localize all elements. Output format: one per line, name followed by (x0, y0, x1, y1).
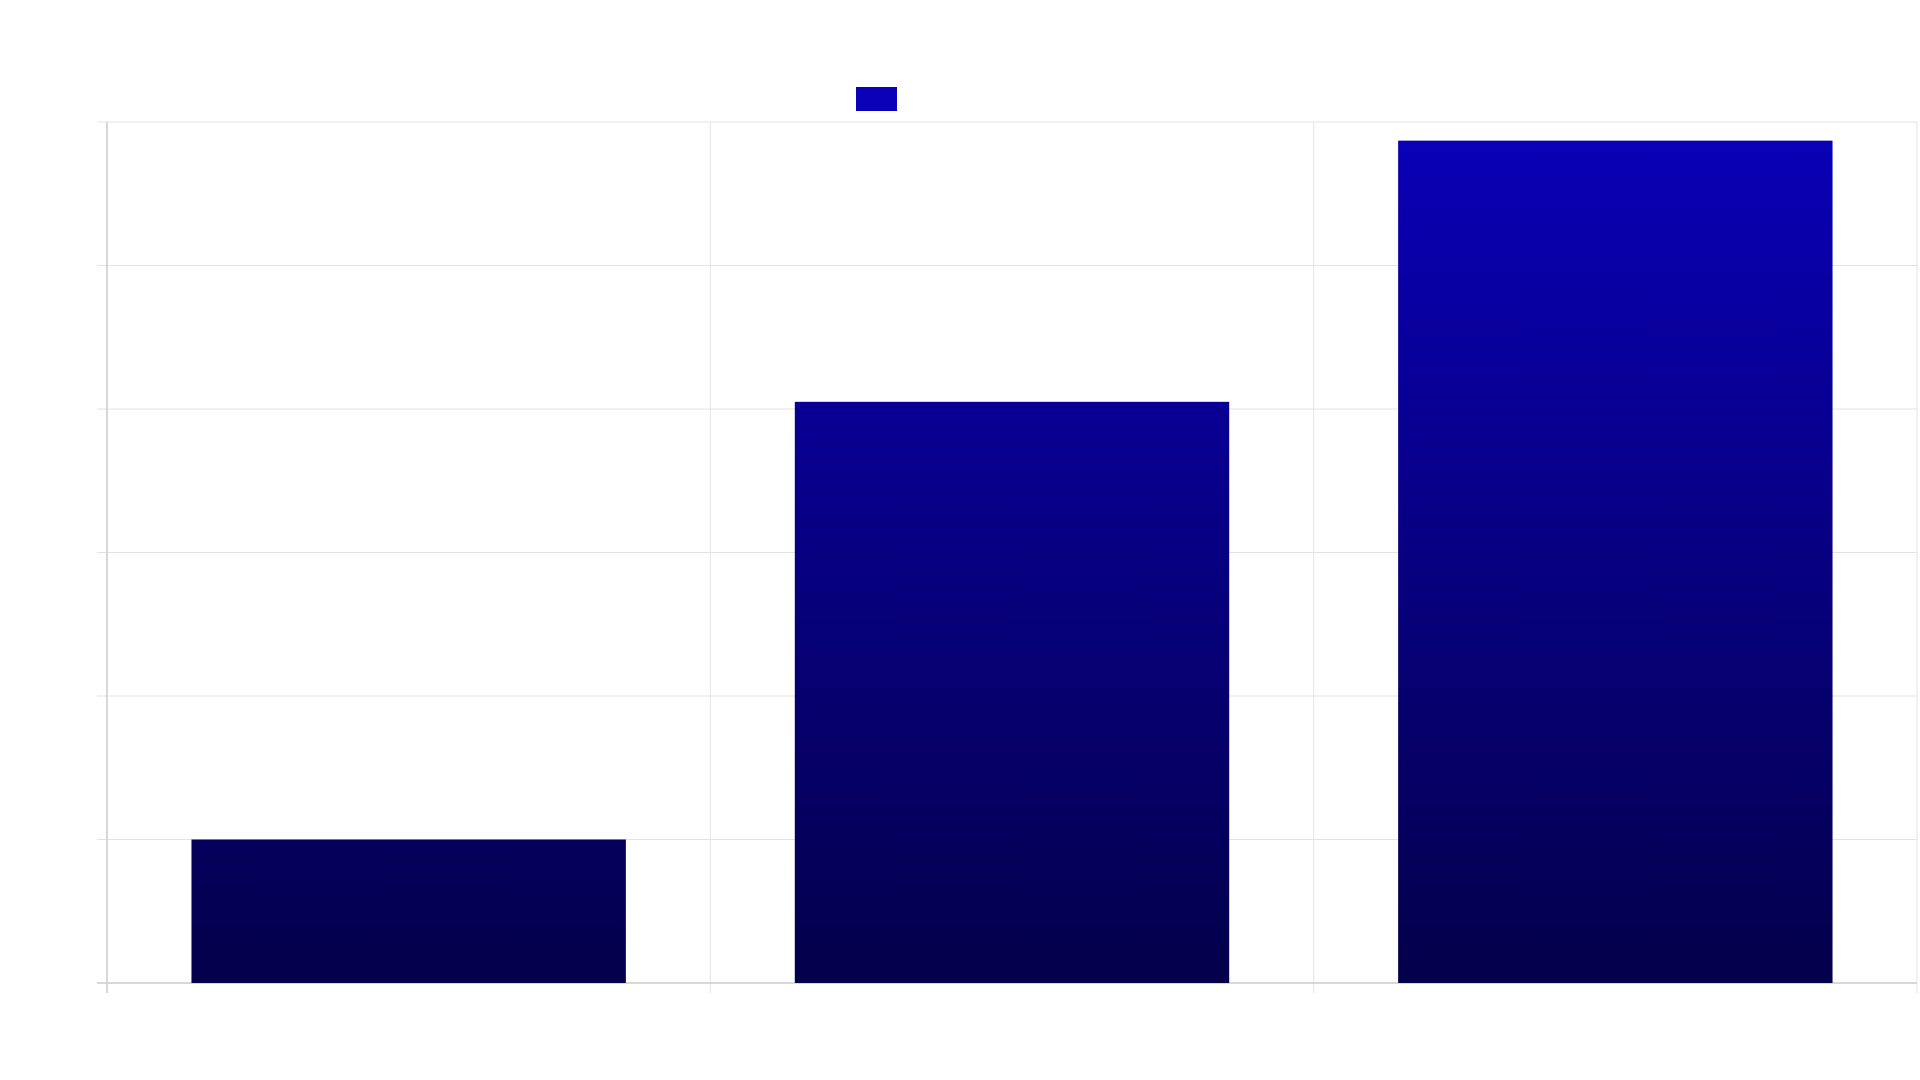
bar[interactable] (191, 839, 626, 984)
legend (856, 87, 897, 111)
bar[interactable] (794, 401, 1230, 983)
bars (191, 140, 1833, 984)
legend-swatch (856, 87, 897, 111)
bar[interactable] (1398, 140, 1833, 983)
